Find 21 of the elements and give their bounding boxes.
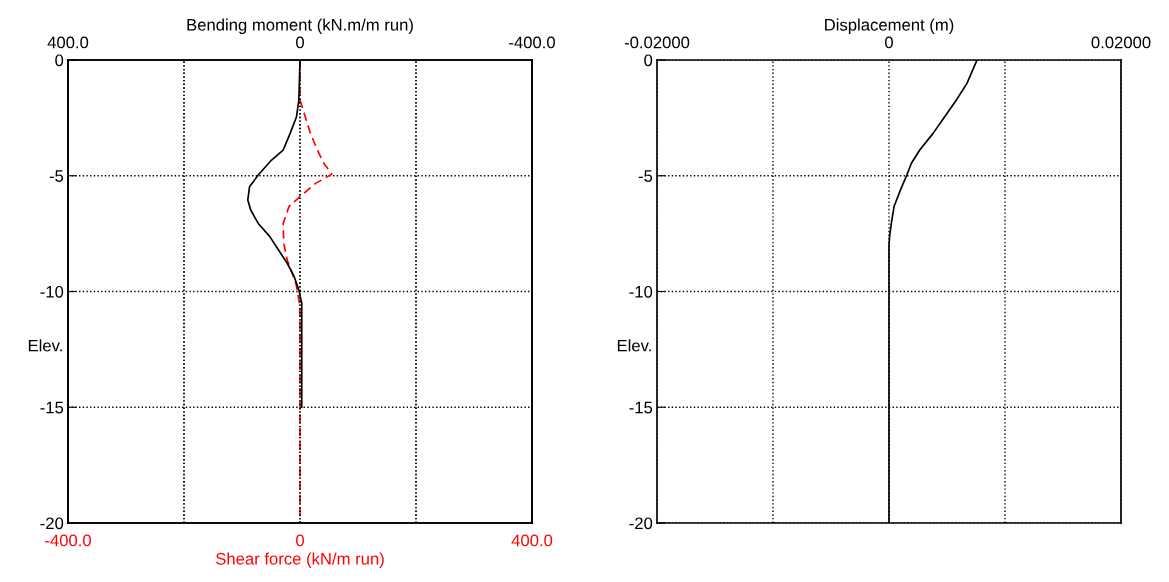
y-tick-label: -15 bbox=[629, 401, 653, 414]
y-axis-title: Elev. bbox=[28, 339, 62, 352]
y-tick-label: -20 bbox=[629, 517, 653, 530]
y-tick-label: -10 bbox=[40, 285, 64, 298]
x-tick-label: 0 bbox=[885, 36, 893, 49]
x2-axis-title: Bending moment (kN.m/m run) bbox=[187, 18, 413, 35]
x-tick-label: 400.0 bbox=[511, 534, 553, 547]
x-tick-label: 0 bbox=[296, 534, 304, 547]
x-axis-title: Shear force (kN/m run) bbox=[216, 552, 384, 568]
x-tick-label: 0.02000 bbox=[1091, 36, 1151, 49]
y-tick-label: 0 bbox=[644, 54, 653, 67]
x-tick-label: -0.02000 bbox=[624, 36, 690, 49]
y-tick-label: -20 bbox=[40, 517, 64, 530]
y-tick-label: -10 bbox=[629, 285, 653, 298]
x-tick-label: -400.0 bbox=[45, 534, 91, 547]
y-axis-title: Elev. bbox=[617, 339, 651, 352]
x-axis-title: Displacement (m) bbox=[825, 18, 954, 35]
y-tick-label: -15 bbox=[40, 401, 64, 414]
y-tick-label: 0 bbox=[55, 54, 64, 67]
y-tick-label: -5 bbox=[638, 170, 653, 182]
y-tick-label: -5 bbox=[49, 170, 64, 182]
